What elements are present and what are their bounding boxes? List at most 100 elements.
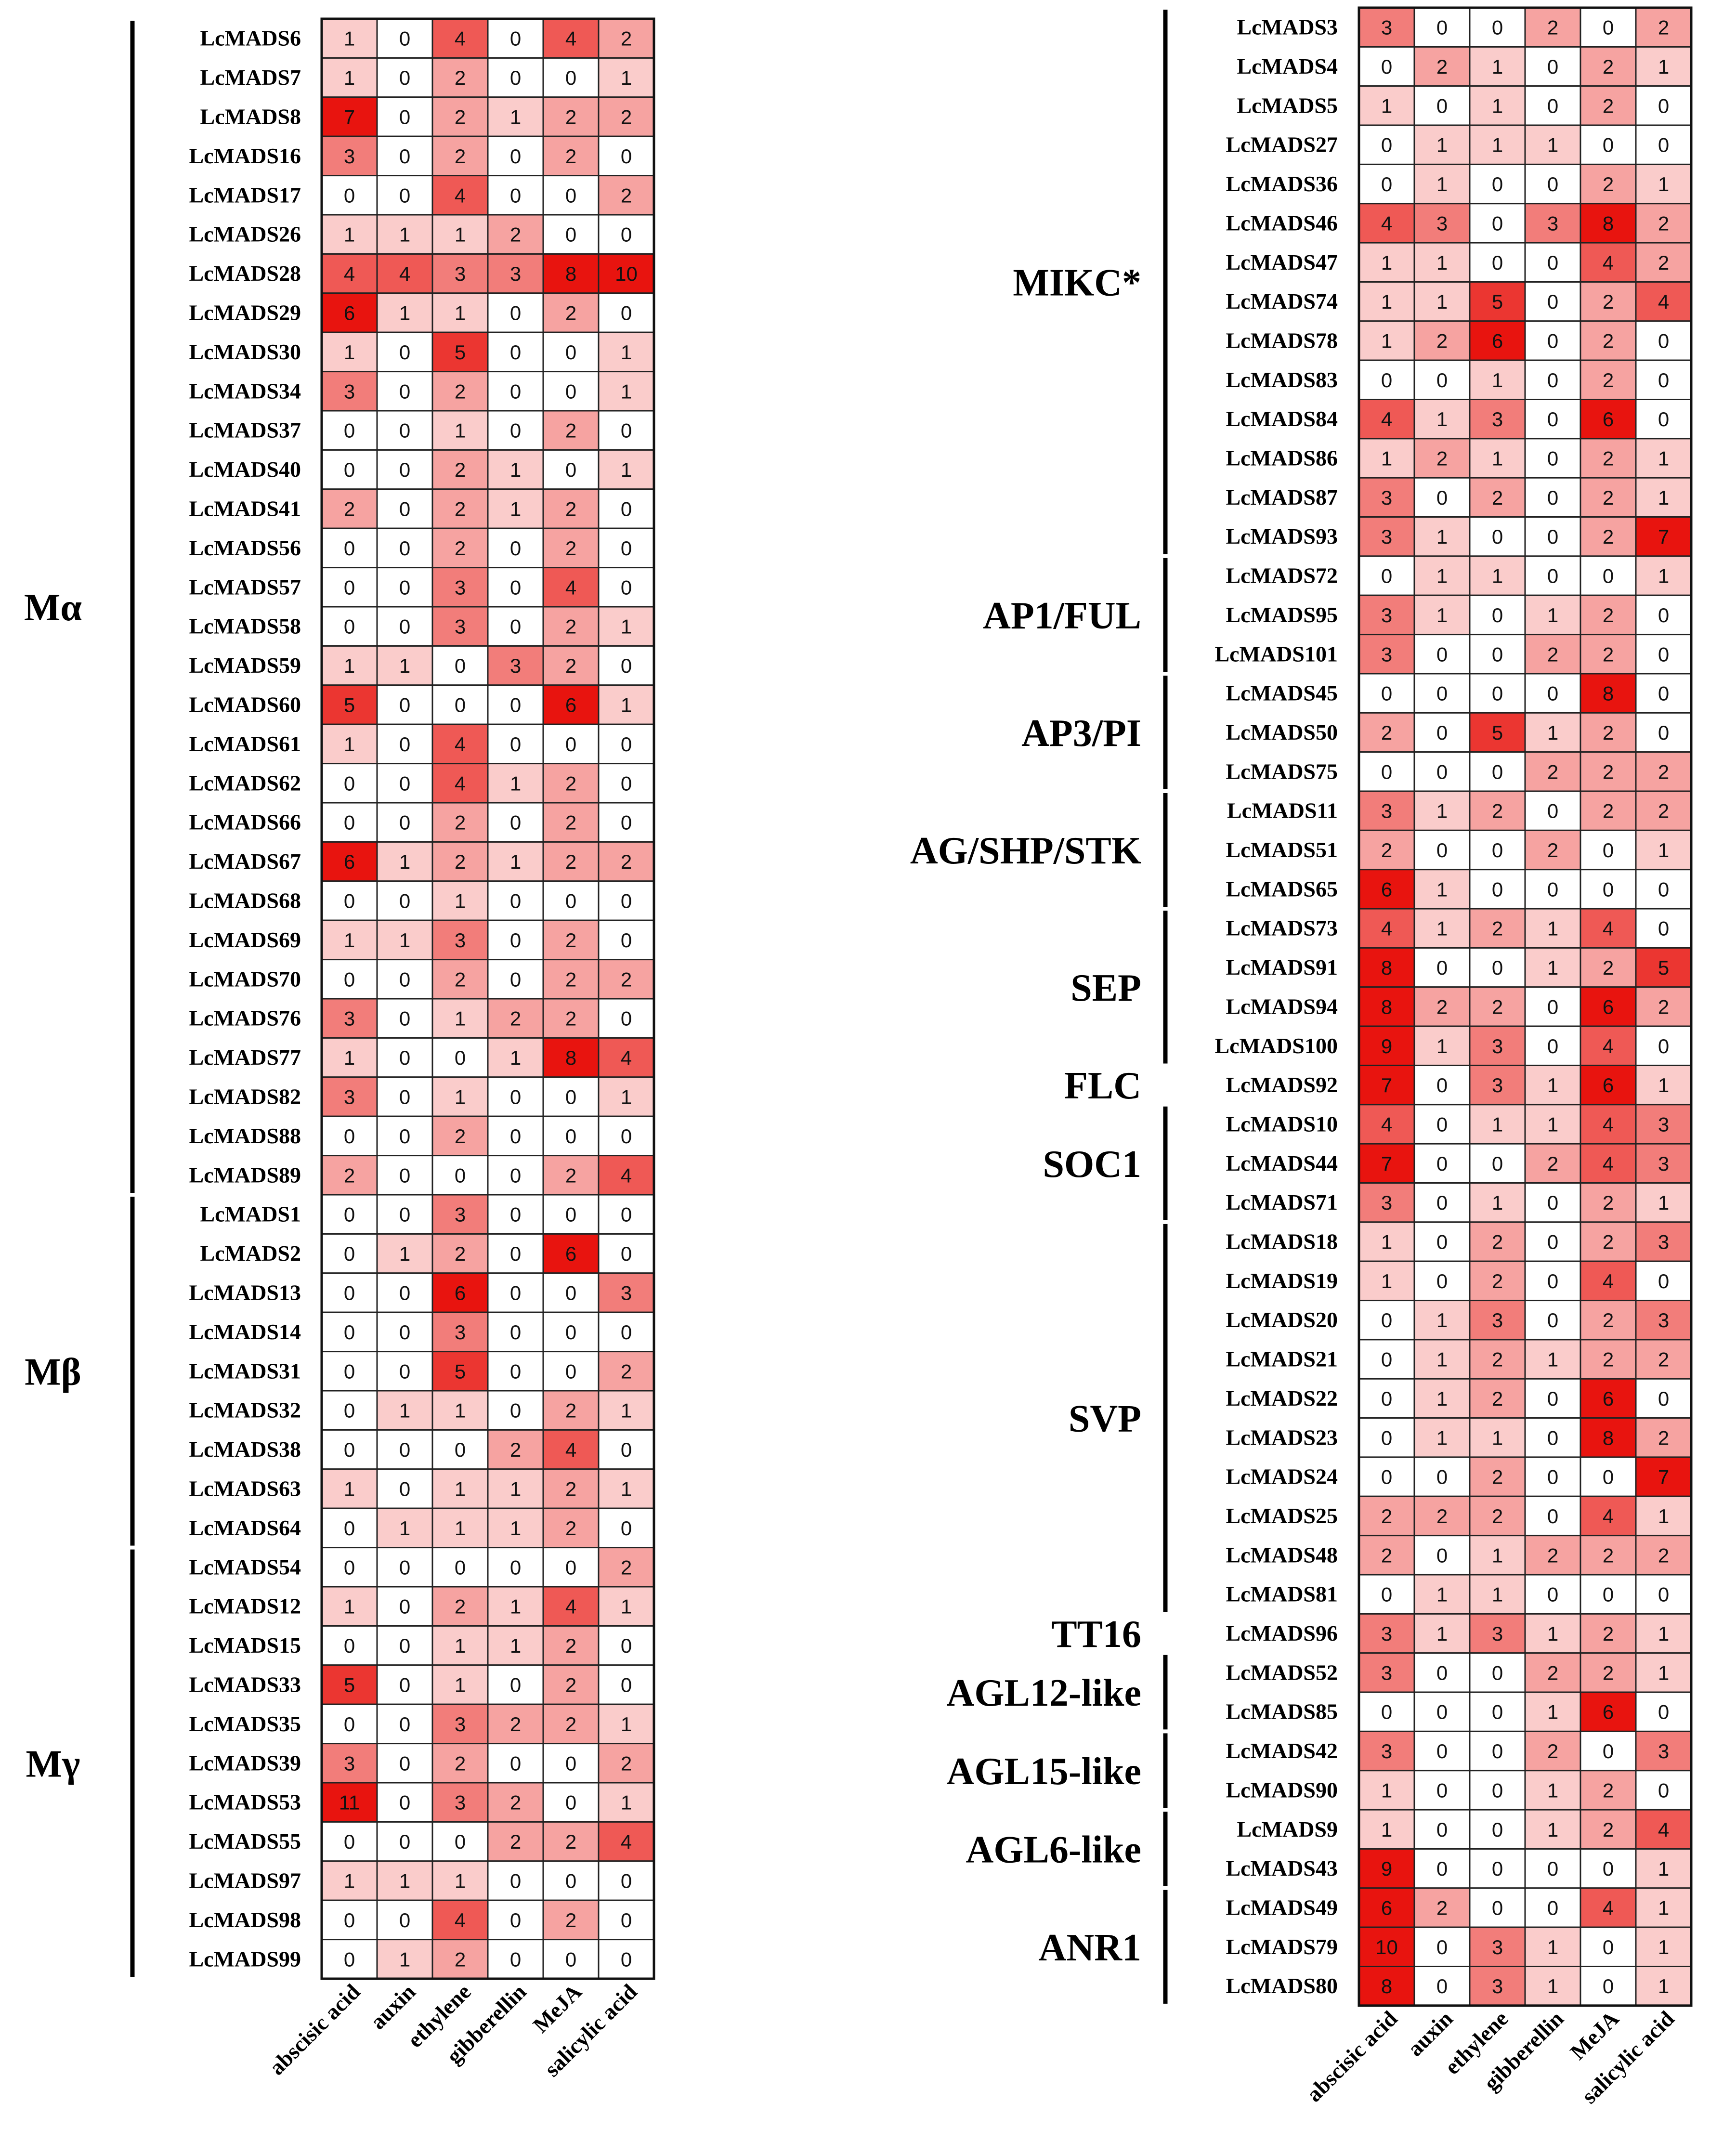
cell-value: 6: [1603, 995, 1614, 1018]
row-label: LcMADS68: [189, 888, 301, 913]
heatmap-cell: [598, 1076, 655, 1117]
heatmap-cell: [1469, 1809, 1526, 1850]
row-label: LcMADS83: [1226, 367, 1338, 392]
cell-value: 1: [1381, 447, 1392, 470]
heatmap-cell: [431, 1899, 489, 1941]
cell-value: 1: [1658, 1074, 1669, 1097]
cell-value: 0: [1547, 800, 1558, 822]
cell-value: 4: [455, 184, 466, 207]
cell-value: 5: [344, 694, 355, 717]
row-label: LcMADS69: [189, 927, 301, 952]
cell-value: 0: [510, 968, 521, 991]
cell-value: 3: [1547, 212, 1558, 235]
cell-value: 0: [510, 1164, 521, 1187]
row-label: LcMADS84: [1226, 406, 1338, 431]
cell-value: 0: [510, 302, 521, 325]
cell-value: 8: [1381, 1975, 1392, 1997]
heatmap-cell: [487, 488, 544, 529]
heatmap-cell: [1358, 242, 1415, 283]
row-label: LcMADS98: [189, 1907, 301, 1932]
heatmap-cell: [376, 331, 433, 373]
cell-value: 4: [621, 1164, 632, 1187]
heatmap-cell: [376, 1155, 433, 1196]
heatmap-cell: [542, 1547, 600, 1588]
heatmap-cell: [376, 1272, 433, 1313]
cell-value: 1: [1436, 565, 1448, 587]
cell-value: 0: [1492, 1661, 1503, 1684]
cell-value: 2: [510, 223, 521, 246]
heatmap-cell: [376, 57, 433, 98]
cell-value: 1: [510, 1634, 521, 1657]
heatmap-cell: [487, 1390, 544, 1431]
heatmap-cell: [1524, 1613, 1581, 1654]
cell-value: 1: [621, 1399, 632, 1422]
cell-value: 4: [1603, 1152, 1614, 1175]
heatmap-cell: [1524, 1535, 1581, 1576]
heatmap-cell: [1524, 1926, 1581, 1967]
heatmap-cell: [1635, 1495, 1692, 1537]
cell-value: 0: [399, 419, 410, 442]
cell-value: 2: [1492, 1505, 1503, 1527]
heatmap-cell: [598, 1586, 655, 1627]
cell-value: 1: [1658, 1936, 1669, 1958]
row-label: LcMADS43: [1226, 1856, 1338, 1880]
grid-border: [1357, 6, 1693, 2007]
heatmap-cell: [376, 96, 433, 137]
heatmap-cell: [1579, 1456, 1637, 1497]
heatmap-cell: [376, 1233, 433, 1274]
heatmap-cell: [1579, 1221, 1637, 1262]
cell-value: 1: [1547, 721, 1558, 744]
heatmap-cell: [431, 1233, 489, 1274]
heatmap-cell: [1635, 399, 1692, 440]
cell-value: 2: [621, 27, 632, 50]
cell-value: 3: [344, 380, 355, 403]
cell-value: 1: [1547, 1936, 1558, 1958]
heatmap-cell: [376, 1507, 433, 1549]
cell-value: 0: [1436, 1544, 1448, 1567]
cell-value: 0: [1658, 721, 1669, 744]
cell-value: 0: [1381, 1309, 1392, 1332]
column-label: abscisic acid: [264, 1979, 365, 2080]
heatmap-cell: [487, 292, 544, 333]
cell-value: 0: [399, 458, 410, 481]
cell-value: 3: [455, 1791, 466, 1814]
cell-value: 0: [1547, 682, 1558, 705]
cell-value: 0: [1658, 1387, 1669, 1410]
cell-value: 0: [1547, 878, 1558, 901]
cell-value: 1: [1658, 565, 1669, 587]
cell-value: 6: [565, 1242, 576, 1265]
row-label: LcMADS35: [189, 1711, 301, 1736]
heatmap-cell: [1524, 1417, 1581, 1458]
heatmap-cell: [376, 723, 433, 765]
cell-value: 11: [339, 1791, 360, 1814]
cell-value: 0: [1381, 1583, 1392, 1606]
cell-value: 2: [1436, 1896, 1448, 1919]
cell-value: 1: [621, 458, 632, 481]
heatmap-cell: [321, 1390, 378, 1431]
cell-value: 0: [510, 66, 521, 89]
heatmap-cell: [1413, 712, 1471, 753]
cell-value: 0: [399, 1360, 410, 1383]
cell-value: 8: [1603, 212, 1614, 235]
heatmap-cell: [1413, 1495, 1471, 1537]
cell-value: 9: [1381, 1857, 1392, 1880]
heatmap-cell: [598, 449, 655, 490]
row-label: LcMADS36: [1226, 171, 1338, 196]
cell-value: 1: [1492, 369, 1503, 392]
cell-value: 1: [1547, 1975, 1558, 1997]
cell-value: 1: [1436, 1309, 1448, 1332]
row-label: LcMADS61: [189, 731, 301, 756]
heatmap-cell: [1635, 1652, 1692, 1693]
cell-value: 0: [455, 1046, 466, 1069]
cell-value: 1: [1547, 1113, 1558, 1136]
heatmap-cell: [542, 959, 600, 1000]
cell-value: 0: [621, 929, 632, 952]
cell-value: 0: [565, 223, 576, 246]
heatmap-cell: [1579, 947, 1637, 988]
cell-value: 0: [1547, 329, 1558, 352]
heatmap-cell: [598, 606, 655, 647]
cell-value: 0: [510, 537, 521, 560]
cell-value: 0: [455, 1438, 466, 1461]
heatmap-cell: [321, 1037, 378, 1078]
